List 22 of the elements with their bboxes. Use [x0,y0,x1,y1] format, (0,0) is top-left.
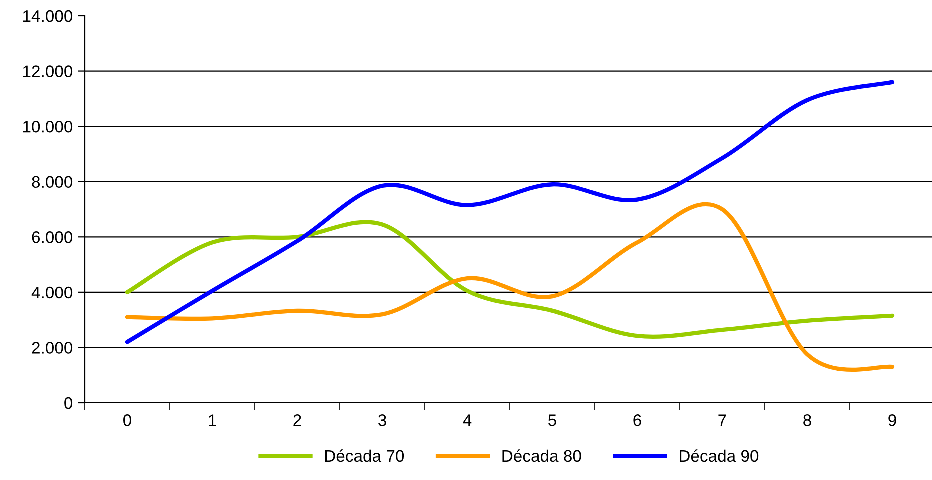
x-tick-label: 4 [463,414,472,426]
y-tick-label: 14.000 [23,10,73,22]
y-tick-label: 0 [64,397,73,410]
x-tick-label: 9 [888,414,896,426]
y-tick-label: 12.000 [23,66,73,78]
x-tick-label: 7 [718,414,726,426]
legend-label: Década 90 [680,450,759,462]
x-tick-label: 6 [634,414,642,426]
y-tick-label: 10.000 [23,120,73,133]
line-series [125,80,895,344]
x-tick-label: 3 [378,414,386,426]
y-tick-label: 6.000 [32,232,73,244]
x-tick-label: 5 [548,414,556,426]
y-tick-label: 8.000 [32,176,73,188]
x-tick-label: 0 [124,414,132,426]
x-tick-label: 8 [804,414,812,426]
x-tick-label: 1 [209,414,216,426]
y-tick-label: 4.000 [32,286,73,299]
legend-label: Década 70 [325,450,404,462]
y-tick-label: 2.000 [32,342,73,354]
legend-label: Década 80 [502,450,582,462]
x-tick-label: 2 [294,414,302,426]
